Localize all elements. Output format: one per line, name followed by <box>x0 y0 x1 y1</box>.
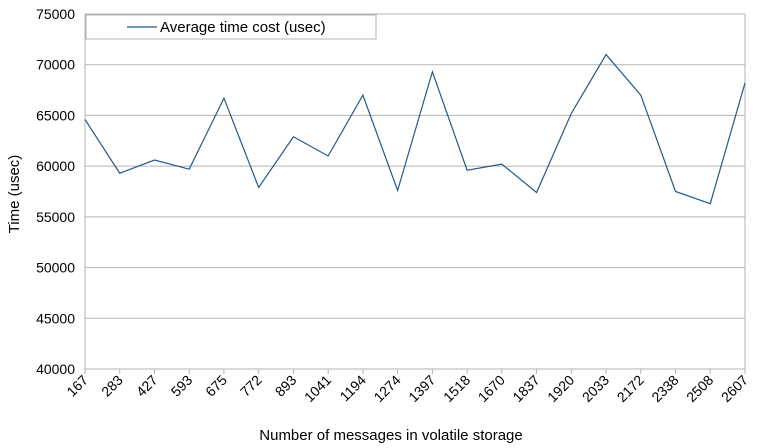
y-tick-label: 70000 <box>36 57 75 73</box>
x-tick-label: 1837 <box>509 372 542 405</box>
axes <box>84 14 746 369</box>
x-tick-label: 1670 <box>475 372 508 405</box>
x-axis-ticks: 167 283 427 593 675 772 893 1041 1194 1274 1397 151… <box>63 369 751 405</box>
y-tick-label: 55000 <box>36 209 75 225</box>
y-tick-label: 45000 <box>36 310 75 326</box>
x-tick-label: 593 <box>168 372 196 400</box>
x-tick-label: 1194 <box>336 372 369 405</box>
legend: Average time cost (usec) <box>85 14 377 40</box>
x-axis-title: Number of messages in volatile storage <box>259 427 522 444</box>
x-tick-label: 675 <box>202 372 230 400</box>
x-tick-label: 1397 <box>405 372 438 405</box>
x-tick-label: 1274 <box>370 372 403 405</box>
y-tick-label: 60000 <box>36 158 75 174</box>
y-axis-ticks: 40000 45000 50000 55000 60000 65000 70000 75000 <box>36 6 75 377</box>
x-tick-label: 2172 <box>614 372 647 405</box>
x-tick-label: 2508 <box>683 372 716 405</box>
y-axis-title: Time (usec) <box>6 155 23 234</box>
series-layer <box>84 53 746 205</box>
x-tick-label: 772 <box>237 372 265 400</box>
y-tick-label: 65000 <box>36 107 75 123</box>
y-tick-label: 40000 <box>36 361 75 377</box>
y-tick-label: 75000 <box>36 6 75 22</box>
legend-label: Average time cost (usec) <box>160 19 326 36</box>
series-line <box>84 53 746 205</box>
x-tick-label: 2033 <box>579 372 612 405</box>
y-tick-label: 50000 <box>36 260 75 276</box>
x-tick-label: 2338 <box>648 372 681 405</box>
x-tick-label: 427 <box>133 372 161 400</box>
x-tick-label: 893 <box>272 372 300 400</box>
x-tick-label: 1518 <box>440 372 473 405</box>
x-tick-label: 1920 <box>544 372 577 405</box>
x-tick-label: 283 <box>98 372 126 400</box>
x-tick-label: 1041 <box>301 372 334 405</box>
gridlines <box>85 13 745 370</box>
x-tick-label: 2607 <box>718 372 751 405</box>
